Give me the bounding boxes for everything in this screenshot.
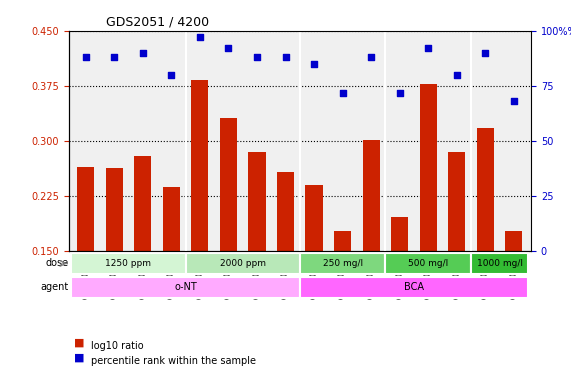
Bar: [248, 152, 266, 252]
FancyBboxPatch shape: [71, 276, 300, 298]
Bar: [277, 172, 294, 252]
Point: [367, 54, 376, 60]
Bar: [305, 185, 323, 252]
Point: [452, 72, 461, 78]
Point: [338, 89, 347, 96]
Text: dose: dose: [46, 258, 69, 268]
Text: agent: agent: [41, 283, 69, 293]
Text: log10 ratio: log10 ratio: [91, 341, 144, 351]
Bar: [391, 217, 408, 252]
Bar: [420, 84, 437, 252]
Text: GDS2051 / 4200: GDS2051 / 4200: [106, 15, 208, 28]
Point: [509, 98, 518, 104]
Bar: [477, 128, 494, 252]
Text: BCA: BCA: [404, 283, 424, 293]
Text: percentile rank within the sample: percentile rank within the sample: [91, 356, 256, 366]
Text: 250 mg/l: 250 mg/l: [323, 259, 363, 268]
Point: [281, 54, 290, 60]
Bar: [191, 80, 208, 252]
Bar: [134, 156, 151, 252]
Bar: [505, 231, 522, 252]
FancyBboxPatch shape: [471, 253, 528, 274]
FancyBboxPatch shape: [300, 276, 528, 298]
Text: ■: ■: [74, 338, 85, 348]
Point: [252, 54, 262, 60]
Point: [224, 45, 233, 51]
Point: [424, 45, 433, 51]
Point: [395, 89, 404, 96]
Bar: [448, 152, 465, 252]
Point: [309, 61, 319, 67]
Point: [81, 54, 90, 60]
FancyBboxPatch shape: [385, 253, 471, 274]
Bar: [163, 187, 180, 252]
FancyBboxPatch shape: [186, 253, 300, 274]
Point: [481, 50, 490, 56]
Text: 2000 ppm: 2000 ppm: [220, 259, 266, 268]
FancyBboxPatch shape: [300, 253, 385, 274]
Bar: [77, 167, 94, 252]
Bar: [363, 139, 380, 252]
Bar: [106, 168, 123, 252]
Bar: [220, 118, 237, 252]
Point: [138, 50, 147, 56]
Point: [110, 54, 119, 60]
Point: [167, 72, 176, 78]
Text: 1250 ppm: 1250 ppm: [106, 259, 151, 268]
Text: ■: ■: [74, 353, 85, 363]
Text: o-NT: o-NT: [174, 283, 197, 293]
Point: [195, 34, 204, 40]
Text: 1000 mg/l: 1000 mg/l: [477, 259, 522, 268]
Bar: [334, 231, 351, 252]
FancyBboxPatch shape: [71, 253, 186, 274]
Text: 500 mg/l: 500 mg/l: [408, 259, 448, 268]
